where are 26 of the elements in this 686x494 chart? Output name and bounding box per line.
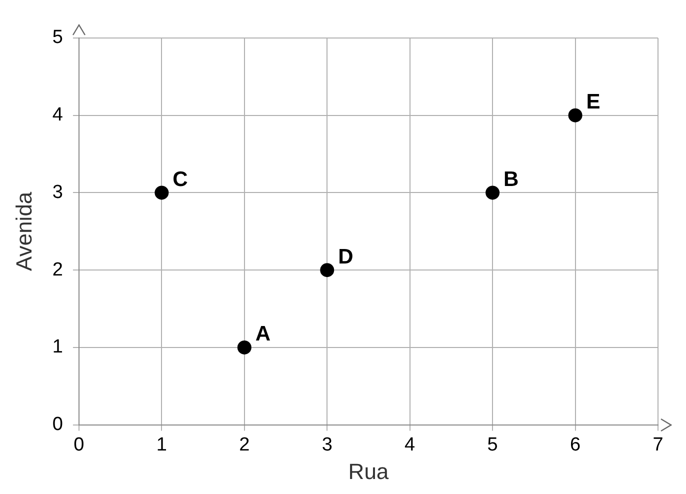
x-tick-label: 0	[74, 434, 84, 456]
annotation: E	[586, 90, 600, 114]
x-tick-label: 4	[404, 434, 416, 456]
annotation: A	[255, 322, 271, 346]
point	[568, 108, 582, 122]
x-tick-label: 2	[239, 434, 250, 456]
x-axis-title: Rua	[348, 458, 390, 484]
annotation: D	[338, 245, 354, 268]
y-tick-label: 5	[52, 27, 63, 48]
y-tick-label: 2	[52, 259, 63, 280]
x-tick-label: 7	[652, 434, 664, 456]
y-tick-label: 0	[52, 414, 63, 436]
annotation: B	[504, 168, 519, 192]
x-tick-label: 6	[570, 434, 581, 456]
point	[486, 186, 500, 200]
point	[237, 340, 252, 354]
y-tick-label: 4	[52, 104, 64, 126]
annotation: C	[172, 168, 188, 192]
y-axis-title: Avenida	[11, 191, 36, 271]
point	[320, 263, 334, 278]
y-tick-label: 3	[52, 182, 63, 203]
x-tick-label: 1	[156, 434, 167, 456]
x-tick-label: 5	[487, 434, 498, 456]
y-tick-label: 1	[52, 336, 63, 358]
x-tick-label: 3	[322, 434, 332, 456]
point	[154, 186, 169, 200]
